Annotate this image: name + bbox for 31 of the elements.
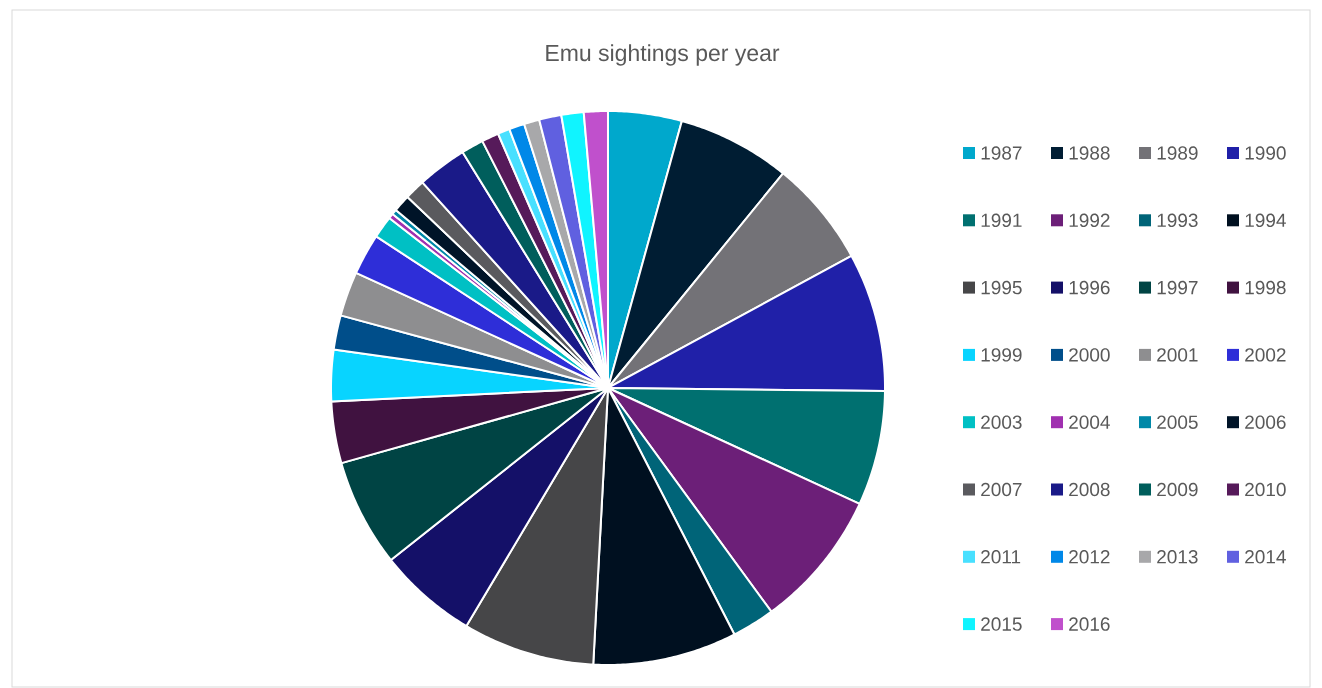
legend-label: 2005 [1157, 415, 1198, 429]
legend-label: 1998 [1245, 280, 1286, 295]
legend-label: 2013 [1157, 550, 1198, 564]
legend-label: 2011 [981, 550, 1021, 564]
legend-label: 1993 [1157, 213, 1198, 228]
legend-label: 1989 [1157, 146, 1198, 160]
legend-label: 2002 [1245, 348, 1286, 362]
legend-label: 1988 [1069, 146, 1110, 160]
legend-label: 2000 [1069, 348, 1110, 362]
legend-label: 1990 [1245, 146, 1286, 160]
legend-label: 2006 [1245, 415, 1286, 429]
legend-label: 2004 [1069, 415, 1110, 429]
legend-label: 1992 [1069, 213, 1110, 228]
legend-label: 1999 [981, 348, 1022, 362]
legend-label: 2016 [1069, 617, 1110, 631]
legend-label: 2001 [1157, 348, 1198, 362]
chart-title: Emu sightings per year [546, 44, 780, 66]
legend-label: 2015 [981, 617, 1022, 631]
legend-label: 1991 [981, 213, 1022, 228]
legend-label: 2007 [981, 482, 1022, 497]
legend-label: 2010 [1245, 482, 1286, 497]
legend-label: 2009 [1157, 482, 1198, 497]
legend-label: 1987 [981, 146, 1022, 160]
legend-label: 2003 [981, 415, 1022, 429]
legend-label: 2008 [1069, 482, 1110, 497]
legend-label: 2014 [1245, 550, 1286, 564]
legend-label: 2012 [1069, 550, 1110, 564]
legend-label: 1995 [981, 280, 1022, 295]
legend-label: 1997 [1157, 280, 1198, 295]
legend-label: 1994 [1245, 213, 1286, 228]
legend-label: 1996 [1069, 280, 1110, 295]
